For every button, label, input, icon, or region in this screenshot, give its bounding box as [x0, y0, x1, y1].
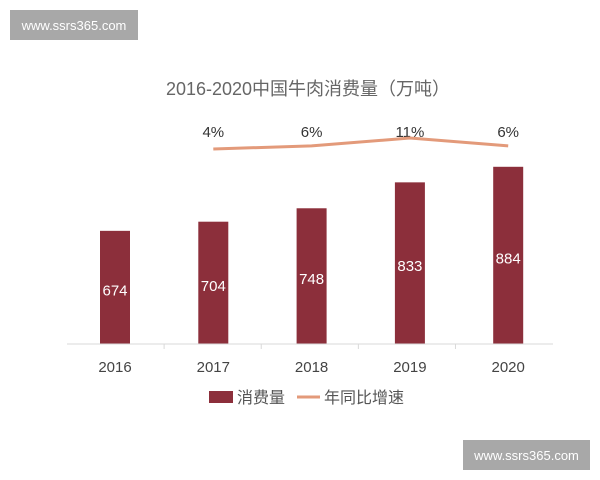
bar-2017 [198, 221, 229, 344]
legend-bar-label: 消费量 [237, 389, 285, 407]
x-tick-label-2016: 2016 [98, 359, 131, 376]
growth-line [213, 136, 509, 151]
x-tick-label-2020: 2020 [492, 359, 525, 376]
bar-label-2017: 704 [201, 278, 226, 295]
bar-label-2020: 884 [496, 250, 521, 267]
bar-2018 [296, 208, 327, 344]
legend-line-label: 年同比增速 [324, 389, 404, 407]
watermark-bottom-right: www.ssrs365.com [463, 440, 590, 470]
line-label-2020: 6% [497, 124, 519, 141]
line-label-2018: 6% [301, 124, 323, 141]
chart-title: 2016-2020中国牛肉消费量（万吨） [166, 79, 450, 99]
watermark-top-left: www.ssrs365.com [10, 10, 138, 40]
bar-label-2016: 674 [102, 282, 127, 299]
line-label-2017: 4% [202, 124, 224, 141]
line-label-2019: 11% [395, 124, 424, 141]
x-tick-label-2018: 2018 [295, 359, 328, 376]
bar-2016 [100, 230, 130, 344]
x-tick-label-2019: 2019 [393, 359, 426, 376]
legend: 消费量 年同比增速 [209, 389, 404, 407]
bar-label-2018: 748 [299, 271, 324, 288]
legend-bar-swatch [209, 391, 233, 403]
x-tick-label-2017: 2017 [197, 359, 230, 376]
bar-2020 [493, 166, 524, 344]
bar-label-2019: 833 [397, 258, 422, 275]
bar-2019 [394, 182, 425, 344]
